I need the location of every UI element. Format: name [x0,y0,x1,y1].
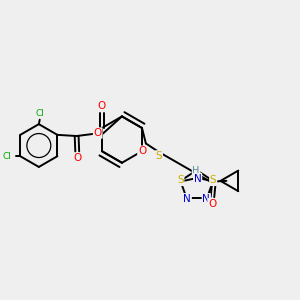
Text: Cl: Cl [35,109,44,118]
Text: S: S [177,175,184,185]
Text: S: S [156,151,162,161]
Text: O: O [98,101,106,111]
Text: O: O [74,153,82,163]
Text: O: O [138,146,146,156]
Text: H: H [192,166,200,176]
Text: N: N [202,194,210,204]
Text: O: O [208,199,216,209]
Text: Cl: Cl [2,152,11,161]
Text: N: N [183,194,191,204]
Text: O: O [94,128,102,138]
Text: N: N [194,173,202,184]
Text: S: S [210,175,217,185]
